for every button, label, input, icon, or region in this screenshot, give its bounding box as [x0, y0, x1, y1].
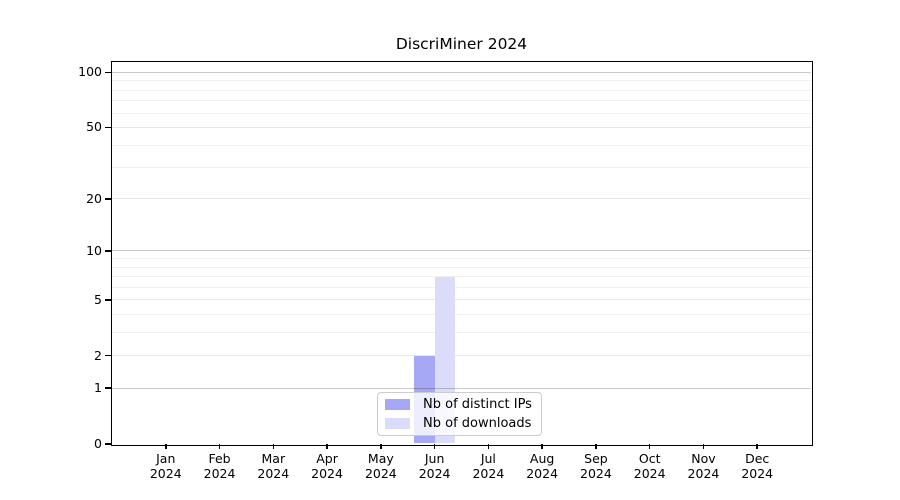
- x-tick-label: Nov 2024: [687, 451, 720, 481]
- y-gridline: [112, 126, 811, 128]
- y-tick: [105, 250, 111, 252]
- y-gridline-minor: [112, 313, 811, 315]
- y-tick: [105, 198, 111, 200]
- y-gridline-minor: [112, 331, 811, 333]
- y-tick: [105, 443, 111, 445]
- x-tick-label: May 2024: [364, 451, 397, 481]
- y-gridline-minor: [112, 112, 811, 114]
- x-tick: [433, 444, 436, 449]
- x-tick-label: Jul 2024: [472, 451, 505, 481]
- x-tick-label: Dec 2024: [741, 451, 774, 481]
- chart-title: DiscriMiner 2024: [395, 35, 528, 53]
- y-gridline-minor: [112, 167, 811, 169]
- y-tick-label: 5: [94, 291, 102, 307]
- x-tick: [487, 444, 490, 449]
- y-tick: [105, 299, 111, 301]
- x-tick-label: Oct 2024: [633, 451, 666, 481]
- x-tick-label: Sep 2024: [580, 451, 612, 481]
- x-tick: [380, 444, 382, 449]
- x-tick: [272, 444, 275, 449]
- y-gridline-major: [112, 387, 811, 389]
- x-tick: [165, 444, 167, 449]
- legend-label-downloads: Nb of downloads: [423, 415, 532, 431]
- legend-item-distinct-ips: Nb of distinct IPs: [385, 397, 533, 413]
- plot-area: [110, 60, 813, 446]
- y-tick: [105, 387, 111, 389]
- y-gridline: [112, 198, 811, 200]
- x-tick: [595, 444, 597, 449]
- y-gridline-minor: [112, 80, 811, 82]
- x-tick: [541, 444, 543, 449]
- y-tick-label: 2: [94, 347, 102, 363]
- x-tick: [326, 444, 328, 449]
- y-gridline-minor: [112, 100, 811, 102]
- x-tick-label: Jun 2024: [418, 451, 451, 481]
- y-tick-label: 10: [86, 242, 102, 258]
- y-tick-label: 20: [86, 190, 102, 206]
- y-gridline: [112, 299, 811, 301]
- legend-item-downloads: Nb of downloads: [385, 416, 533, 432]
- y-gridline-minor: [112, 276, 811, 278]
- legend: Nb of distinct IPs Nb of downloads: [377, 392, 542, 436]
- x-tick: [648, 444, 651, 449]
- x-tick-label: Apr 2024: [311, 451, 343, 481]
- y-gridline-minor: [112, 89, 811, 91]
- legend-label-distinct-ips: Nb of distinct IPs: [423, 397, 532, 413]
- y-gridline-major: [112, 250, 811, 252]
- y-gridline-major: [112, 71, 811, 73]
- y-tick: [105, 71, 111, 74]
- legend-swatch-downloads-icon: [385, 417, 410, 429]
- x-tick-label: Aug 2024: [526, 451, 559, 481]
- y-gridline-minor: [112, 286, 811, 288]
- y-tick: [105, 126, 111, 129]
- x-tick: [756, 444, 758, 449]
- y-tick: [105, 354, 111, 357]
- y-gridline-minor: [112, 144, 811, 146]
- x-tick-label: Jan 2024: [149, 451, 182, 481]
- y-gridline-minor: [112, 266, 811, 268]
- y-gridline-minor: [112, 258, 811, 260]
- x-tick-label: Mar 2024: [257, 451, 290, 481]
- y-tick-label: 1: [94, 380, 102, 396]
- x-tick: [702, 444, 705, 449]
- x-tick: [218, 444, 221, 449]
- x-tick-label: Feb 2024: [203, 451, 236, 481]
- y-tick-label: 50: [86, 119, 102, 135]
- legend-swatch-distinct-ips-icon: [385, 399, 410, 411]
- y-gridline: [112, 355, 811, 357]
- y-tick-label: 0: [94, 436, 102, 451]
- y-tick-label: 100: [78, 64, 102, 80]
